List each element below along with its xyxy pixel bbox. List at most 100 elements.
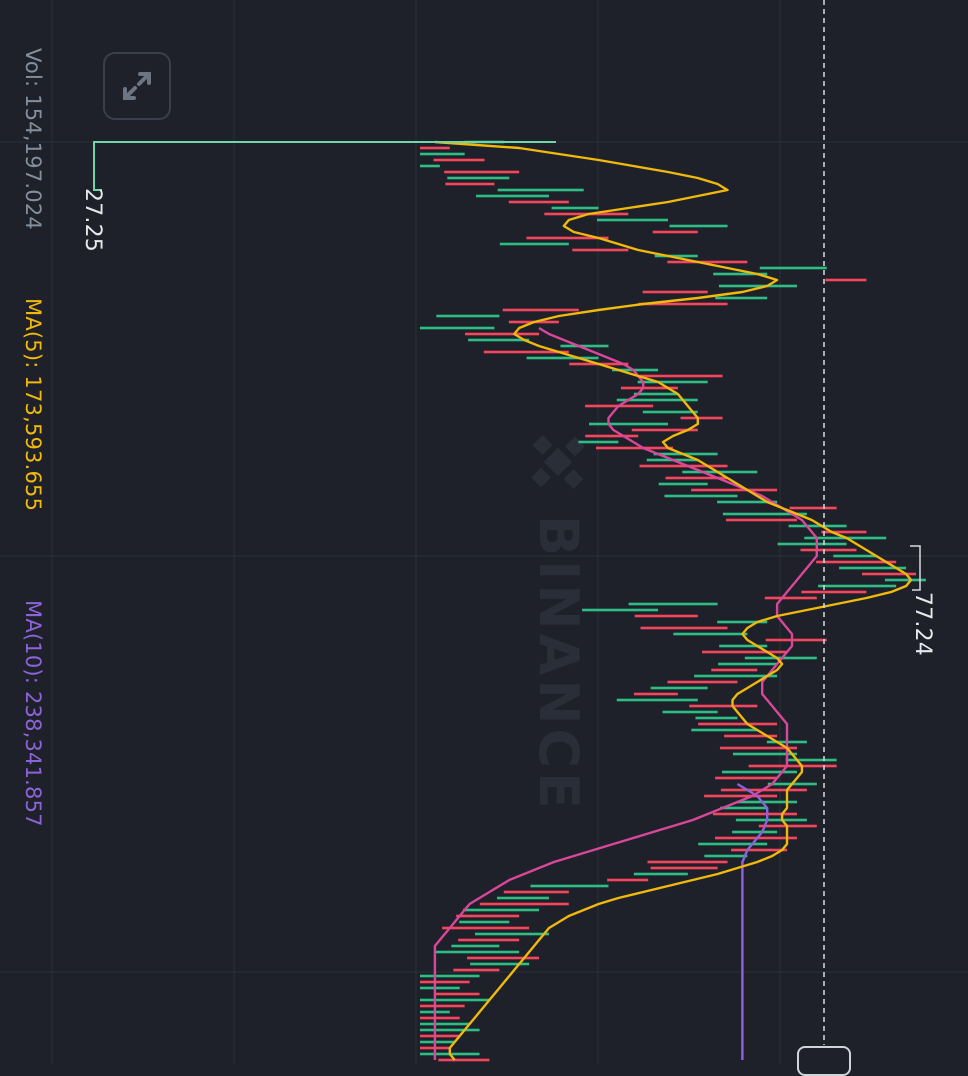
volume-bar xyxy=(420,146,450,150)
volume-bar xyxy=(497,188,584,192)
volume-bar xyxy=(662,710,718,714)
volume-bar xyxy=(718,662,778,666)
volume-bar xyxy=(474,932,549,936)
volume-bar xyxy=(438,1058,490,1062)
volume-bar xyxy=(508,200,569,204)
volume-bar xyxy=(650,866,718,870)
volume-bar xyxy=(560,344,609,348)
volume-bar xyxy=(694,674,778,678)
ma-long-line xyxy=(736,782,769,1060)
volume-bar xyxy=(637,380,708,384)
volume-bar xyxy=(667,260,748,264)
volume-bar xyxy=(654,254,698,258)
volume-bar xyxy=(664,494,738,498)
volume-bar xyxy=(616,398,698,402)
volume-bar xyxy=(816,560,897,564)
volume-bar xyxy=(628,602,718,606)
volume-bar xyxy=(642,410,698,414)
volume-bar xyxy=(704,854,748,858)
volume-bar xyxy=(420,1034,460,1038)
volume-bar xyxy=(719,746,797,750)
volume-bar xyxy=(721,770,797,774)
volume-bar xyxy=(499,242,569,246)
volume-bar xyxy=(433,158,485,162)
volume-bar xyxy=(720,806,768,810)
volume-bar xyxy=(736,800,797,804)
volume-bar xyxy=(717,500,778,504)
volume-bar xyxy=(715,296,768,300)
volume-bar xyxy=(801,590,867,594)
volume-bar xyxy=(680,416,723,420)
volume-bar xyxy=(759,266,827,270)
volume-bar xyxy=(704,794,778,798)
volume-bar xyxy=(420,1022,470,1026)
volume-bar xyxy=(502,308,579,312)
volume-bar xyxy=(620,386,678,390)
binance-watermark: BINANCE xyxy=(527,435,590,813)
volume-bar xyxy=(640,626,728,630)
volume-bar xyxy=(420,986,460,990)
volume-bar xyxy=(764,596,817,600)
volume-bar xyxy=(456,914,520,918)
volume-bar xyxy=(444,170,520,174)
volume-bar xyxy=(788,524,847,528)
volume-bar xyxy=(884,578,926,582)
volume-bar xyxy=(695,716,738,720)
volume-bar xyxy=(595,446,673,450)
volume-bar xyxy=(453,968,500,972)
volume-bar xyxy=(702,650,788,654)
moving-average-lines xyxy=(433,140,913,1061)
volume-bar xyxy=(711,668,758,672)
volume-bar xyxy=(732,752,797,756)
volume-bar xyxy=(597,218,668,222)
volume-bar xyxy=(442,926,530,930)
volume-bar xyxy=(496,896,549,900)
volume-bar xyxy=(862,572,916,576)
expand-arrows-icon xyxy=(123,72,151,100)
volume-bar xyxy=(713,272,768,276)
volume-bar xyxy=(765,638,827,642)
volume-bar xyxy=(667,680,738,684)
volume-bar xyxy=(503,890,569,894)
volume-bar xyxy=(698,842,768,846)
crosshair-handle[interactable] xyxy=(797,1046,851,1076)
volume-bar xyxy=(578,440,619,444)
volume-bar xyxy=(732,830,778,834)
volume-bar xyxy=(639,374,723,378)
volume-bar xyxy=(572,248,629,252)
volume-bar xyxy=(551,206,599,210)
volume-bar xyxy=(800,548,857,552)
expand-button[interactable] xyxy=(103,52,171,120)
volume-bar xyxy=(722,512,807,516)
volume-bar xyxy=(650,686,708,690)
volume-bar xyxy=(479,902,569,906)
volume-bar xyxy=(689,704,758,708)
volume-bar xyxy=(434,950,520,954)
volume-bar xyxy=(435,992,480,996)
volume-bar xyxy=(465,332,540,336)
watermark-text: BINANCE xyxy=(527,515,590,813)
volume-bar xyxy=(634,614,698,618)
volume-bar xyxy=(724,734,778,738)
volume-bar xyxy=(777,542,847,546)
volume-bar xyxy=(631,428,698,432)
volume-bar xyxy=(468,338,530,342)
volume-bar xyxy=(833,554,877,558)
volume-bar xyxy=(420,326,495,330)
volume-bar xyxy=(652,230,698,234)
volume-bar xyxy=(785,758,837,762)
volume-bar xyxy=(420,1028,480,1032)
volume-bar xyxy=(530,884,609,888)
volume-bar xyxy=(483,350,569,354)
volume-bar xyxy=(748,764,837,768)
high-marker-label: 77.24 xyxy=(910,592,935,656)
volume-bar xyxy=(445,182,495,186)
ma5-label: MA(5): 173,593.655 xyxy=(21,298,45,512)
volume-bar xyxy=(585,434,639,438)
volume-bar xyxy=(616,698,698,702)
low-marker xyxy=(93,141,556,191)
volume-bar xyxy=(647,860,728,864)
volume-bar xyxy=(669,224,728,228)
volume-bar xyxy=(447,176,510,180)
